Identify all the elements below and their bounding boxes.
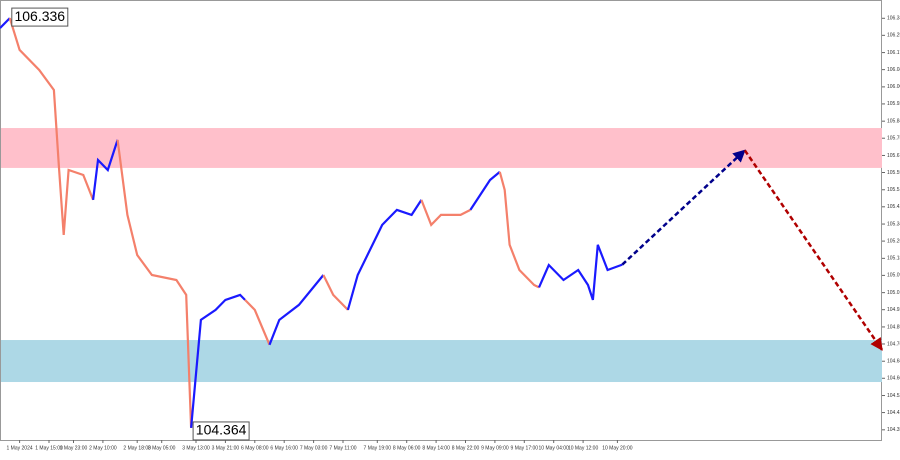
x-tick-label: 7 May 19:00 — [364, 445, 392, 451]
x-tick-label: 6 May 08:00 — [241, 445, 269, 451]
y-tick-label: 106.088 — [887, 67, 900, 73]
price-wave — [498, 171, 540, 289]
y-tick-label: 104.520 — [887, 393, 900, 399]
y-tick-label: 104.438 — [887, 410, 900, 416]
x-tick-label: 9 May 17:00 — [511, 445, 539, 451]
y-tick-label: 104.768 — [887, 341, 900, 347]
y-tick-label: 105.593 — [887, 170, 900, 176]
x-tick-label: 3 May 13:00 — [182, 445, 210, 451]
y-tick-label: 106.335 — [887, 16, 900, 22]
price-wave — [322, 274, 349, 311]
x-tick-label: 10 May 20:00 — [602, 445, 633, 451]
price-zone — [1, 340, 882, 383]
y-tick-label: 104.933 — [887, 307, 900, 313]
price-label: 104.364 — [196, 422, 247, 438]
x-tick-label: 3 May 05:00 — [148, 445, 176, 451]
price-wave — [190, 293, 246, 428]
price-wave — [346, 199, 423, 311]
x-tick-label: 2 May 10:00 — [89, 445, 117, 451]
price-wave — [0, 17, 11, 29]
y-tick-label: 104.685 — [887, 359, 900, 365]
price-label-box — [192, 421, 250, 441]
price-wave — [469, 171, 501, 211]
y-tick-label: 105.180 — [887, 256, 900, 262]
x-tick-label: 1 May 2024 — [7, 445, 33, 451]
price-wave — [116, 139, 193, 428]
y-tick-label: 105.510 — [887, 187, 900, 193]
price-wave — [244, 299, 271, 346]
x-tick-label: 7 May 11:00 — [329, 445, 356, 451]
x-tick-label: 10 May 04:00 — [539, 445, 570, 451]
y-tick-label: 105.923 — [887, 101, 900, 107]
forecast-arrow — [621, 149, 746, 266]
y-tick-label: 104.603 — [887, 376, 900, 382]
y-tick-label: 106.170 — [887, 50, 900, 56]
x-tick-label: 6 May 16:00 — [270, 445, 298, 451]
y-tick-label: 106.253 — [887, 33, 900, 39]
price-zone — [1, 128, 882, 168]
y-tick-label: 105.758 — [887, 136, 900, 142]
price-wave — [420, 199, 471, 227]
x-tick-label: 8 May 14:00 — [422, 445, 450, 451]
y-tick-label: 104.850 — [887, 324, 900, 330]
y-tick-label: 104.355 — [887, 427, 900, 433]
y-tick-label: 106.005 — [887, 84, 900, 90]
x-tick-label: 8 May 22:00 — [452, 445, 480, 451]
y-tick-label: 105.098 — [887, 273, 900, 279]
price-wave — [268, 274, 325, 346]
y-tick-label: 105.675 — [887, 153, 900, 159]
x-tick-label: 1 May 23:00 — [60, 445, 88, 451]
y-tick-label: 105.015 — [887, 290, 900, 296]
y-tick-label: 105.428 — [887, 204, 900, 210]
price-wave — [537, 244, 623, 301]
x-tick-label: 10 May 12:00 — [568, 445, 599, 451]
forecast-arrow — [743, 149, 884, 351]
x-tick-label: 1 May 15:00 — [35, 445, 63, 451]
price-wave — [8, 17, 95, 235]
price-label-box — [11, 7, 69, 27]
x-tick-label: 3 May 21:00 — [212, 445, 240, 451]
y-tick-label: 105.263 — [887, 238, 900, 244]
y-tick-label: 105.840 — [887, 118, 900, 124]
x-tick-label: 9 May 09:00 — [481, 445, 509, 451]
x-tick-label: 8 May 06:00 — [393, 445, 421, 451]
x-tick-label: 7 May 03:00 — [300, 445, 328, 451]
y-tick-label: 105.345 — [887, 221, 900, 227]
price-wave — [92, 139, 119, 201]
x-tick-label: 2 May 18:00 — [123, 445, 151, 451]
price-label: 106.336 — [14, 8, 65, 24]
